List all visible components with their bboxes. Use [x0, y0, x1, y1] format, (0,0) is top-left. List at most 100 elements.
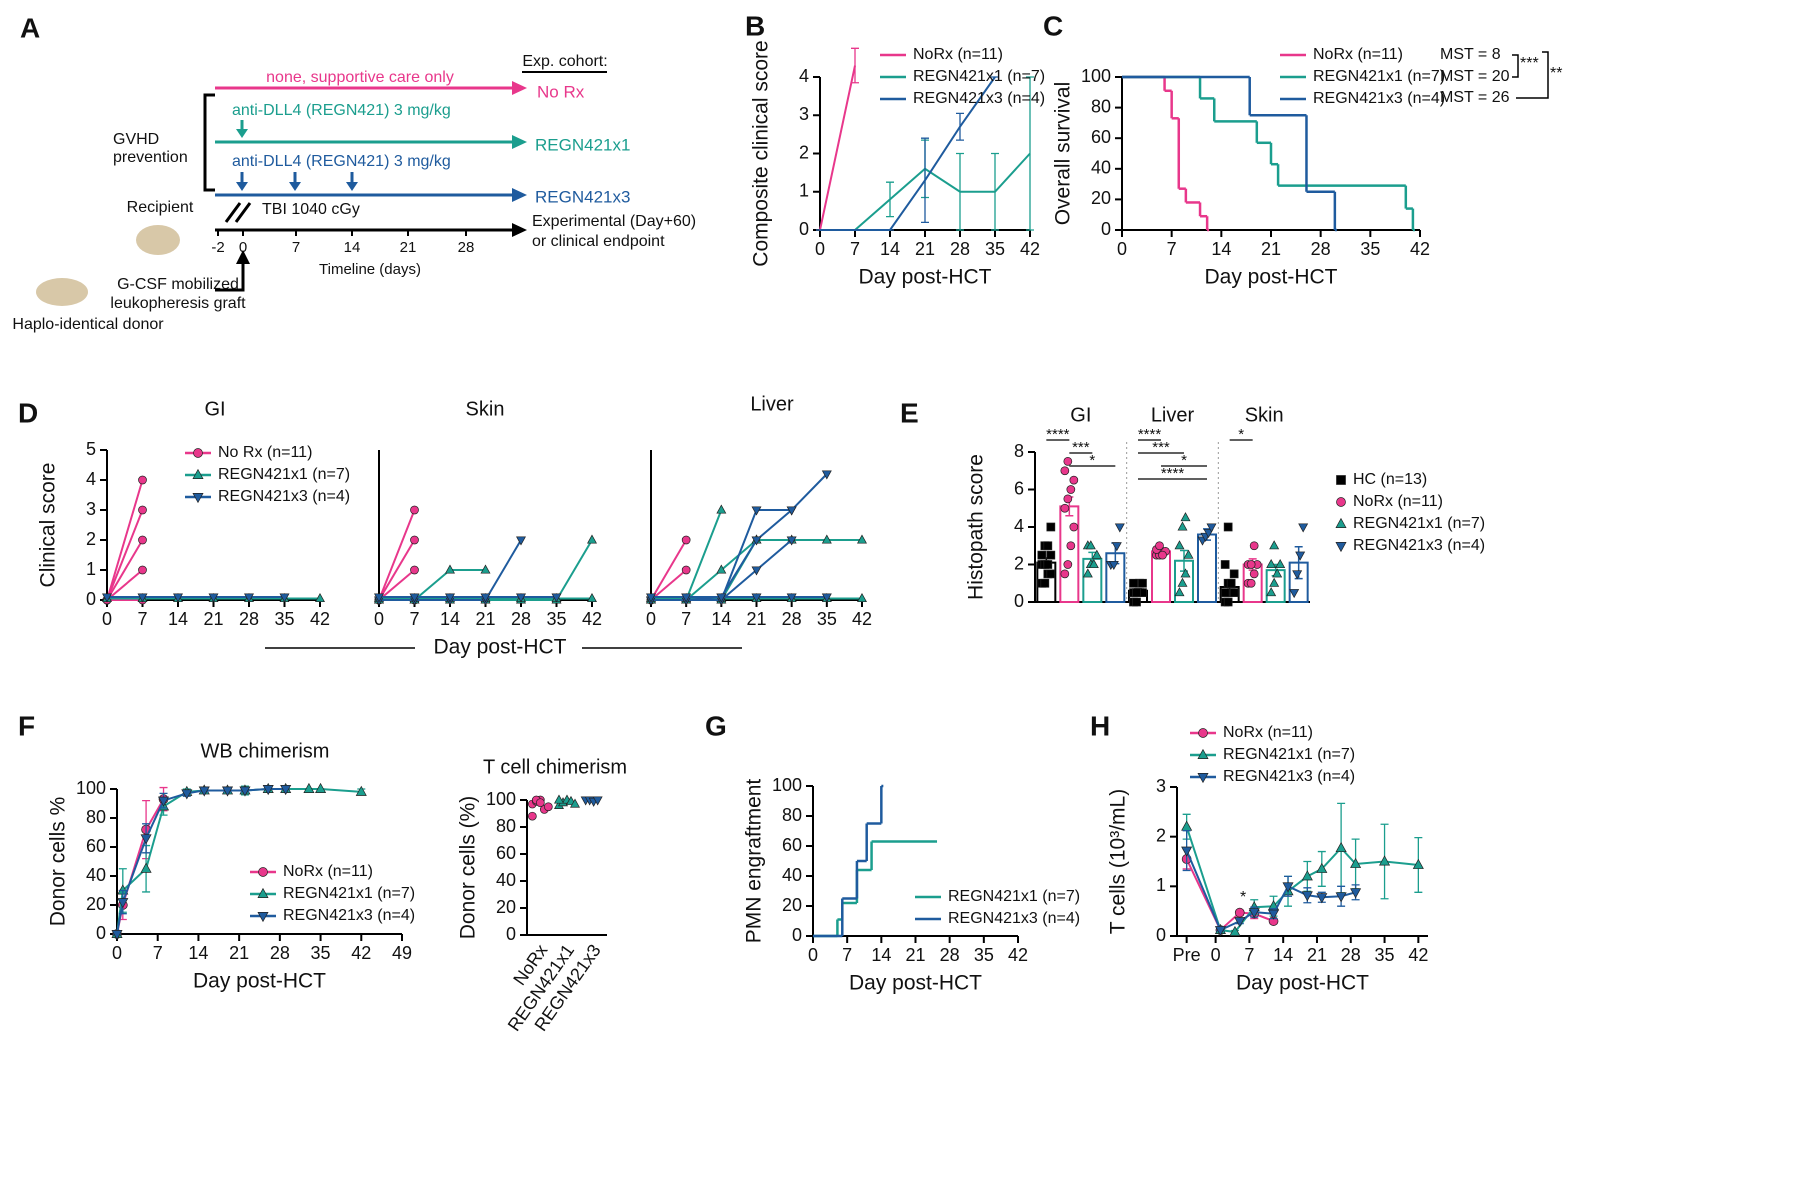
marker [1181, 846, 1193, 857]
arrow-head [236, 250, 250, 264]
marker [137, 593, 148, 603]
marker [1335, 517, 1347, 528]
marker [1350, 857, 1362, 868]
x-tick-label: 28 [1341, 945, 1361, 965]
y-axis-label: Clinical score [37, 463, 60, 588]
y-tick-label: 40 [86, 865, 106, 885]
marker [445, 564, 455, 574]
endpoint-label: Experimental (Day+60) [532, 213, 696, 230]
legend-label: REGN421x1 (n=7) [1353, 515, 1485, 532]
annotation: MST = 20 [1440, 68, 1510, 85]
x-tick-label: 7 [681, 609, 691, 629]
legend-label: REGN421x3 (n=4) [1313, 90, 1445, 107]
marker [138, 505, 147, 515]
marker [1177, 521, 1188, 531]
marker [193, 448, 203, 458]
x-tick-label: 28 [782, 609, 802, 629]
y-tick-label: 2 [799, 142, 809, 162]
marker [1060, 503, 1070, 513]
marker [157, 796, 170, 807]
arm-annotation: none, supportive care only [266, 69, 454, 86]
marker [315, 592, 325, 603]
graft-label: G-CSF mobilized [117, 276, 239, 293]
marker [1350, 888, 1362, 899]
marker [1088, 558, 1099, 569]
x-tick-label: 7 [850, 239, 860, 259]
x-tick-label: 21 [1307, 945, 1327, 965]
annotation: *** [1520, 55, 1539, 72]
bar [1059, 505, 1080, 603]
marker [1203, 529, 1214, 539]
marker [786, 506, 797, 516]
chart-title: Liver [750, 393, 794, 415]
marker [1206, 523, 1217, 533]
x-tick-label: 21 [475, 609, 495, 629]
chart-title: GI [204, 398, 225, 420]
marker [280, 785, 292, 796]
marker [681, 593, 692, 603]
graft-arrow [215, 262, 245, 292]
x-tick-label: 42 [1008, 945, 1028, 965]
y-tick-label: 80 [86, 807, 106, 827]
marker [1282, 882, 1294, 893]
significance-label: *** [1072, 439, 1090, 456]
marker [1336, 475, 1346, 485]
cohort-header: Exp. cohort: [522, 53, 607, 70]
marker [1292, 570, 1303, 580]
y-tick-label: 20 [782, 895, 802, 915]
x-tick-label: 21 [1261, 239, 1281, 259]
legend-label: NoRx (n=11) [1313, 46, 1403, 63]
marker [1063, 457, 1073, 466]
legend-label: HC (n=13) [1353, 471, 1427, 488]
marker [1336, 497, 1346, 507]
x-axis-label: Day post-HCT [193, 970, 326, 993]
marker [1085, 540, 1096, 550]
legend-label: NoRx (n=11) [913, 46, 1003, 63]
bracket [203, 93, 215, 192]
marker [1295, 551, 1306, 561]
panel-label: D [18, 397, 38, 428]
panel-label: F [18, 710, 35, 741]
recipient-label: Recipient [127, 199, 194, 216]
y-tick-label: 100 [772, 775, 802, 795]
arm-annotation: anti-DLL4 (REGN421) 3 mg/kg [232, 102, 451, 119]
marker [1060, 569, 1070, 579]
y-tick-label: 4 [86, 469, 96, 489]
marker [716, 593, 727, 603]
endpoint-label: or clinical endpoint [532, 233, 665, 250]
series-line [116, 788, 286, 935]
y-tick-label: 60 [86, 836, 106, 856]
marker [1267, 909, 1280, 920]
marker [751, 536, 762, 546]
x-tick-label: 28 [270, 943, 290, 963]
gvhd-label: GVHD [113, 131, 159, 148]
series-line [1185, 850, 1356, 932]
marker [1043, 560, 1053, 569]
x-tick-label: 42 [852, 609, 872, 629]
panel-label: E [900, 397, 919, 428]
legend-label: NoRx (n=11) [283, 863, 373, 880]
x-tick-label: 35 [311, 943, 331, 963]
legend-label: NoRx (n=11) [1223, 724, 1313, 741]
marker [716, 564, 727, 574]
marker [1379, 855, 1391, 866]
panel-label: A [20, 12, 40, 43]
marker [1046, 569, 1056, 579]
timeline-tick-label: -2 [211, 239, 224, 256]
marker [102, 593, 112, 603]
y-tick-label: 40 [782, 865, 802, 885]
y-tick-label: 4 [799, 66, 809, 86]
marker [262, 785, 274, 796]
legend-label: REGN421x1 (n=7) [913, 68, 1045, 85]
marker [1066, 485, 1076, 494]
y-tick-label: 1 [86, 559, 96, 579]
arrow-head [236, 182, 358, 191]
bracket [1512, 51, 1549, 99]
individual-line [378, 539, 416, 601]
marker [646, 593, 656, 603]
marker [1180, 512, 1191, 522]
error-bar [921, 137, 929, 223]
marker [1412, 858, 1424, 869]
marker [1289, 589, 1300, 599]
x-tick-label: 35 [985, 239, 1005, 259]
